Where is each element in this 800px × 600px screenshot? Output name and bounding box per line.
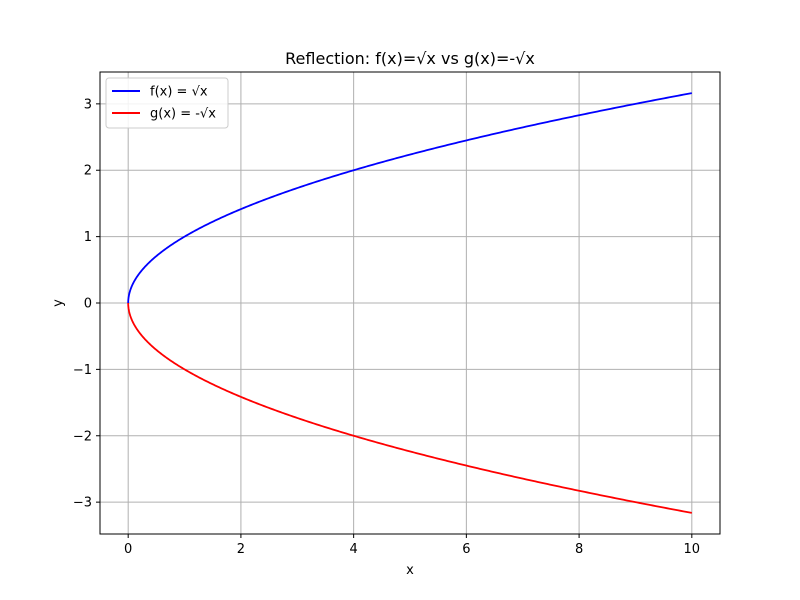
y-tick-label: −3	[73, 496, 92, 511]
y-tick-label: 2	[84, 164, 92, 179]
axis-ticks: 0 2 4 6 8 10 −3 −2 −1 0 1 2 3	[73, 97, 700, 557]
y-axis-label: y	[51, 299, 66, 307]
x-tick-label: 6	[462, 542, 470, 557]
x-tick-label: 0	[124, 542, 132, 557]
y-tick-label: 3	[84, 97, 92, 112]
plot-series	[127, 92, 692, 514]
y-tick-label: −2	[73, 429, 92, 444]
y-tick-label: −1	[73, 363, 92, 378]
x-tick-label: 2	[237, 542, 245, 557]
x-tick-label: 10	[684, 542, 701, 557]
legend: f(x) = √x g(x) = -√x	[105, 77, 229, 129]
chart-title: Reflection: f(x)=√x vs g(x)=-√x	[285, 49, 535, 68]
x-axis-label: x	[406, 563, 414, 578]
x-tick-label: 8	[575, 542, 583, 557]
series-line-0	[127, 92, 692, 304]
series-line-1	[127, 302, 692, 514]
legend-label: g(x) = -√x	[150, 107, 216, 122]
y-tick-label: 0	[84, 297, 92, 312]
x-tick-label: 4	[349, 542, 357, 557]
grid	[100, 72, 720, 534]
y-tick-label: 1	[84, 230, 92, 245]
legend-label: f(x) = √x	[150, 85, 208, 100]
